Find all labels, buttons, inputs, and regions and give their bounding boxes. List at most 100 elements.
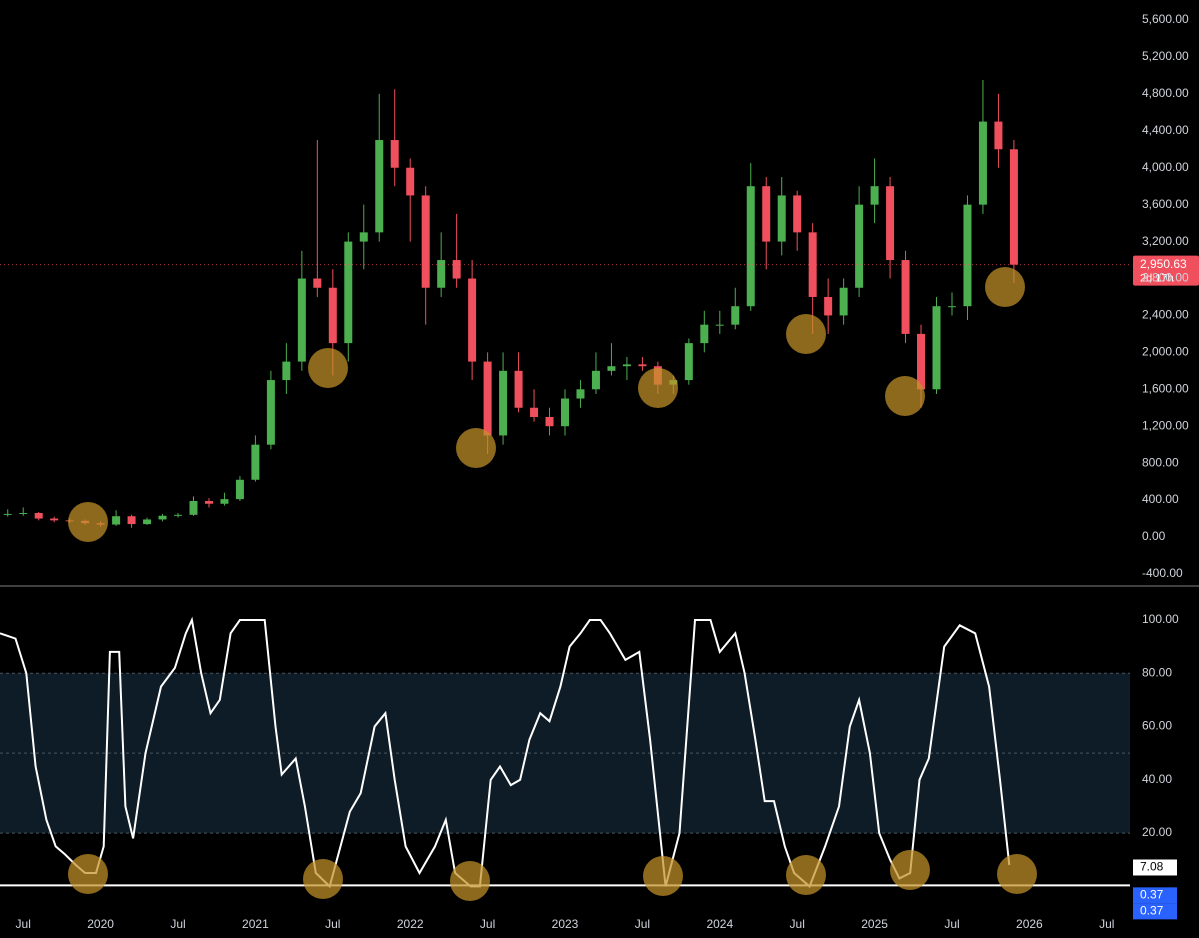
candle-body bbox=[762, 186, 771, 242]
x-tick-label: Jul bbox=[16, 917, 31, 931]
x-tick-label: Jul bbox=[1099, 917, 1114, 931]
candle-body bbox=[947, 306, 956, 308]
y-tick-label: 2,000.00 bbox=[1142, 345, 1189, 359]
candle-body bbox=[715, 324, 724, 326]
candle-body bbox=[499, 370, 508, 436]
last-value-label: 7.08 bbox=[1140, 860, 1164, 874]
value-tag-label: 0.37 bbox=[1140, 904, 1164, 918]
y-tick-label: 4,000.00 bbox=[1142, 160, 1189, 174]
candle-body bbox=[777, 195, 786, 242]
x-tick-label: Jul bbox=[170, 917, 185, 931]
candle-body bbox=[591, 370, 600, 390]
candle-body bbox=[282, 361, 291, 381]
candle-body bbox=[390, 140, 399, 168]
y-tick-label: 100.00 bbox=[1142, 612, 1179, 626]
highlight-circle bbox=[638, 368, 678, 408]
y-tick-label: 4,400.00 bbox=[1142, 123, 1189, 137]
candle-body bbox=[700, 324, 709, 344]
candle-body bbox=[328, 287, 337, 344]
x-tick-label: Jul bbox=[480, 917, 495, 931]
candle-body bbox=[468, 278, 477, 362]
y-tick-label: 4,800.00 bbox=[1142, 86, 1189, 100]
candle-body bbox=[576, 389, 585, 399]
candle-body bbox=[963, 204, 972, 307]
highlight-circle bbox=[786, 855, 826, 895]
y-tick-label: 40.00 bbox=[1142, 772, 1172, 786]
candle-body bbox=[158, 515, 167, 520]
candle-body bbox=[143, 519, 152, 525]
candle-body bbox=[34, 512, 43, 519]
x-tick-label: 2023 bbox=[552, 917, 579, 931]
candle-body bbox=[112, 516, 121, 525]
y-tick-label: 400.00 bbox=[1142, 492, 1179, 506]
candle-body bbox=[978, 121, 987, 205]
candle-body bbox=[824, 296, 833, 316]
candle-body bbox=[1009, 149, 1018, 265]
candle-body bbox=[189, 500, 198, 515]
y-tick-label: 3,600.00 bbox=[1142, 197, 1189, 211]
last-price-label: 2,950.63 bbox=[1140, 257, 1187, 271]
candle-body bbox=[344, 241, 353, 344]
y-tick-label: 60.00 bbox=[1142, 719, 1172, 733]
last-value-tag bbox=[1133, 859, 1177, 876]
value-tag bbox=[1133, 903, 1177, 920]
y-tick-label: 5,200.00 bbox=[1142, 49, 1189, 63]
candle-body bbox=[731, 306, 740, 325]
last-price-tag bbox=[1133, 255, 1199, 286]
value-tag bbox=[1133, 887, 1177, 904]
highlight-circle bbox=[890, 850, 930, 890]
candle-body bbox=[266, 380, 275, 445]
candle-body bbox=[452, 260, 461, 279]
candle-body bbox=[19, 512, 28, 514]
y-tick-label: 2,800.00 bbox=[1142, 271, 1189, 285]
candle-body bbox=[514, 370, 523, 408]
countdown-label: 2d 17h bbox=[1140, 273, 1174, 285]
candle-body bbox=[50, 518, 59, 521]
highlight-circle bbox=[643, 856, 683, 896]
y-tick-label: 1,200.00 bbox=[1142, 418, 1189, 432]
candle-body bbox=[235, 479, 244, 500]
candle-body bbox=[932, 306, 941, 390]
highlight-circle bbox=[985, 267, 1025, 307]
candle-body bbox=[901, 260, 910, 334]
highlight-circle bbox=[997, 854, 1037, 894]
candle-body bbox=[545, 416, 554, 427]
candle-body bbox=[530, 407, 539, 417]
candle-body bbox=[483, 361, 492, 436]
candle-body bbox=[994, 121, 1003, 150]
candle-body bbox=[561, 398, 569, 427]
candle-body bbox=[406, 167, 415, 196]
candle-body bbox=[684, 343, 693, 381]
candle-body bbox=[855, 204, 864, 288]
y-tick-label: 0.00 bbox=[1142, 529, 1166, 543]
highlight-circle bbox=[68, 854, 108, 894]
candle-body bbox=[220, 499, 229, 504]
y-tick-label: -400.00 bbox=[1142, 566, 1183, 580]
x-tick-label: 2022 bbox=[397, 917, 424, 931]
candle-body bbox=[421, 195, 430, 288]
candle-body bbox=[607, 366, 616, 371]
highlights bbox=[68, 267, 1037, 901]
highlight-circle bbox=[308, 348, 348, 388]
highlight-circle bbox=[68, 502, 108, 542]
candle-body bbox=[793, 195, 802, 233]
stoch-line bbox=[0, 616, 1011, 889]
marks bbox=[0, 80, 1130, 889]
value-tag-label: 0.37 bbox=[1140, 888, 1164, 902]
x-tick-label: 2021 bbox=[242, 917, 269, 931]
y-tick-label: 3,200.00 bbox=[1142, 234, 1189, 248]
x-tick-label: Jul bbox=[790, 917, 805, 931]
x-tick-label: 2025 bbox=[861, 917, 888, 931]
y-tick-label: 80.00 bbox=[1142, 665, 1172, 679]
x-tick-label: Jul bbox=[325, 917, 340, 931]
candle-body bbox=[251, 444, 260, 480]
candle-body bbox=[638, 364, 647, 367]
y-tick-label: 2,400.00 bbox=[1142, 308, 1189, 322]
candle-body bbox=[622, 364, 631, 367]
candle-body bbox=[437, 260, 446, 288]
highlight-circle bbox=[303, 859, 343, 899]
candle-body bbox=[839, 287, 848, 316]
x-tick-label: Jul bbox=[635, 917, 650, 931]
candle-body bbox=[870, 186, 879, 205]
candle-body bbox=[746, 186, 755, 307]
